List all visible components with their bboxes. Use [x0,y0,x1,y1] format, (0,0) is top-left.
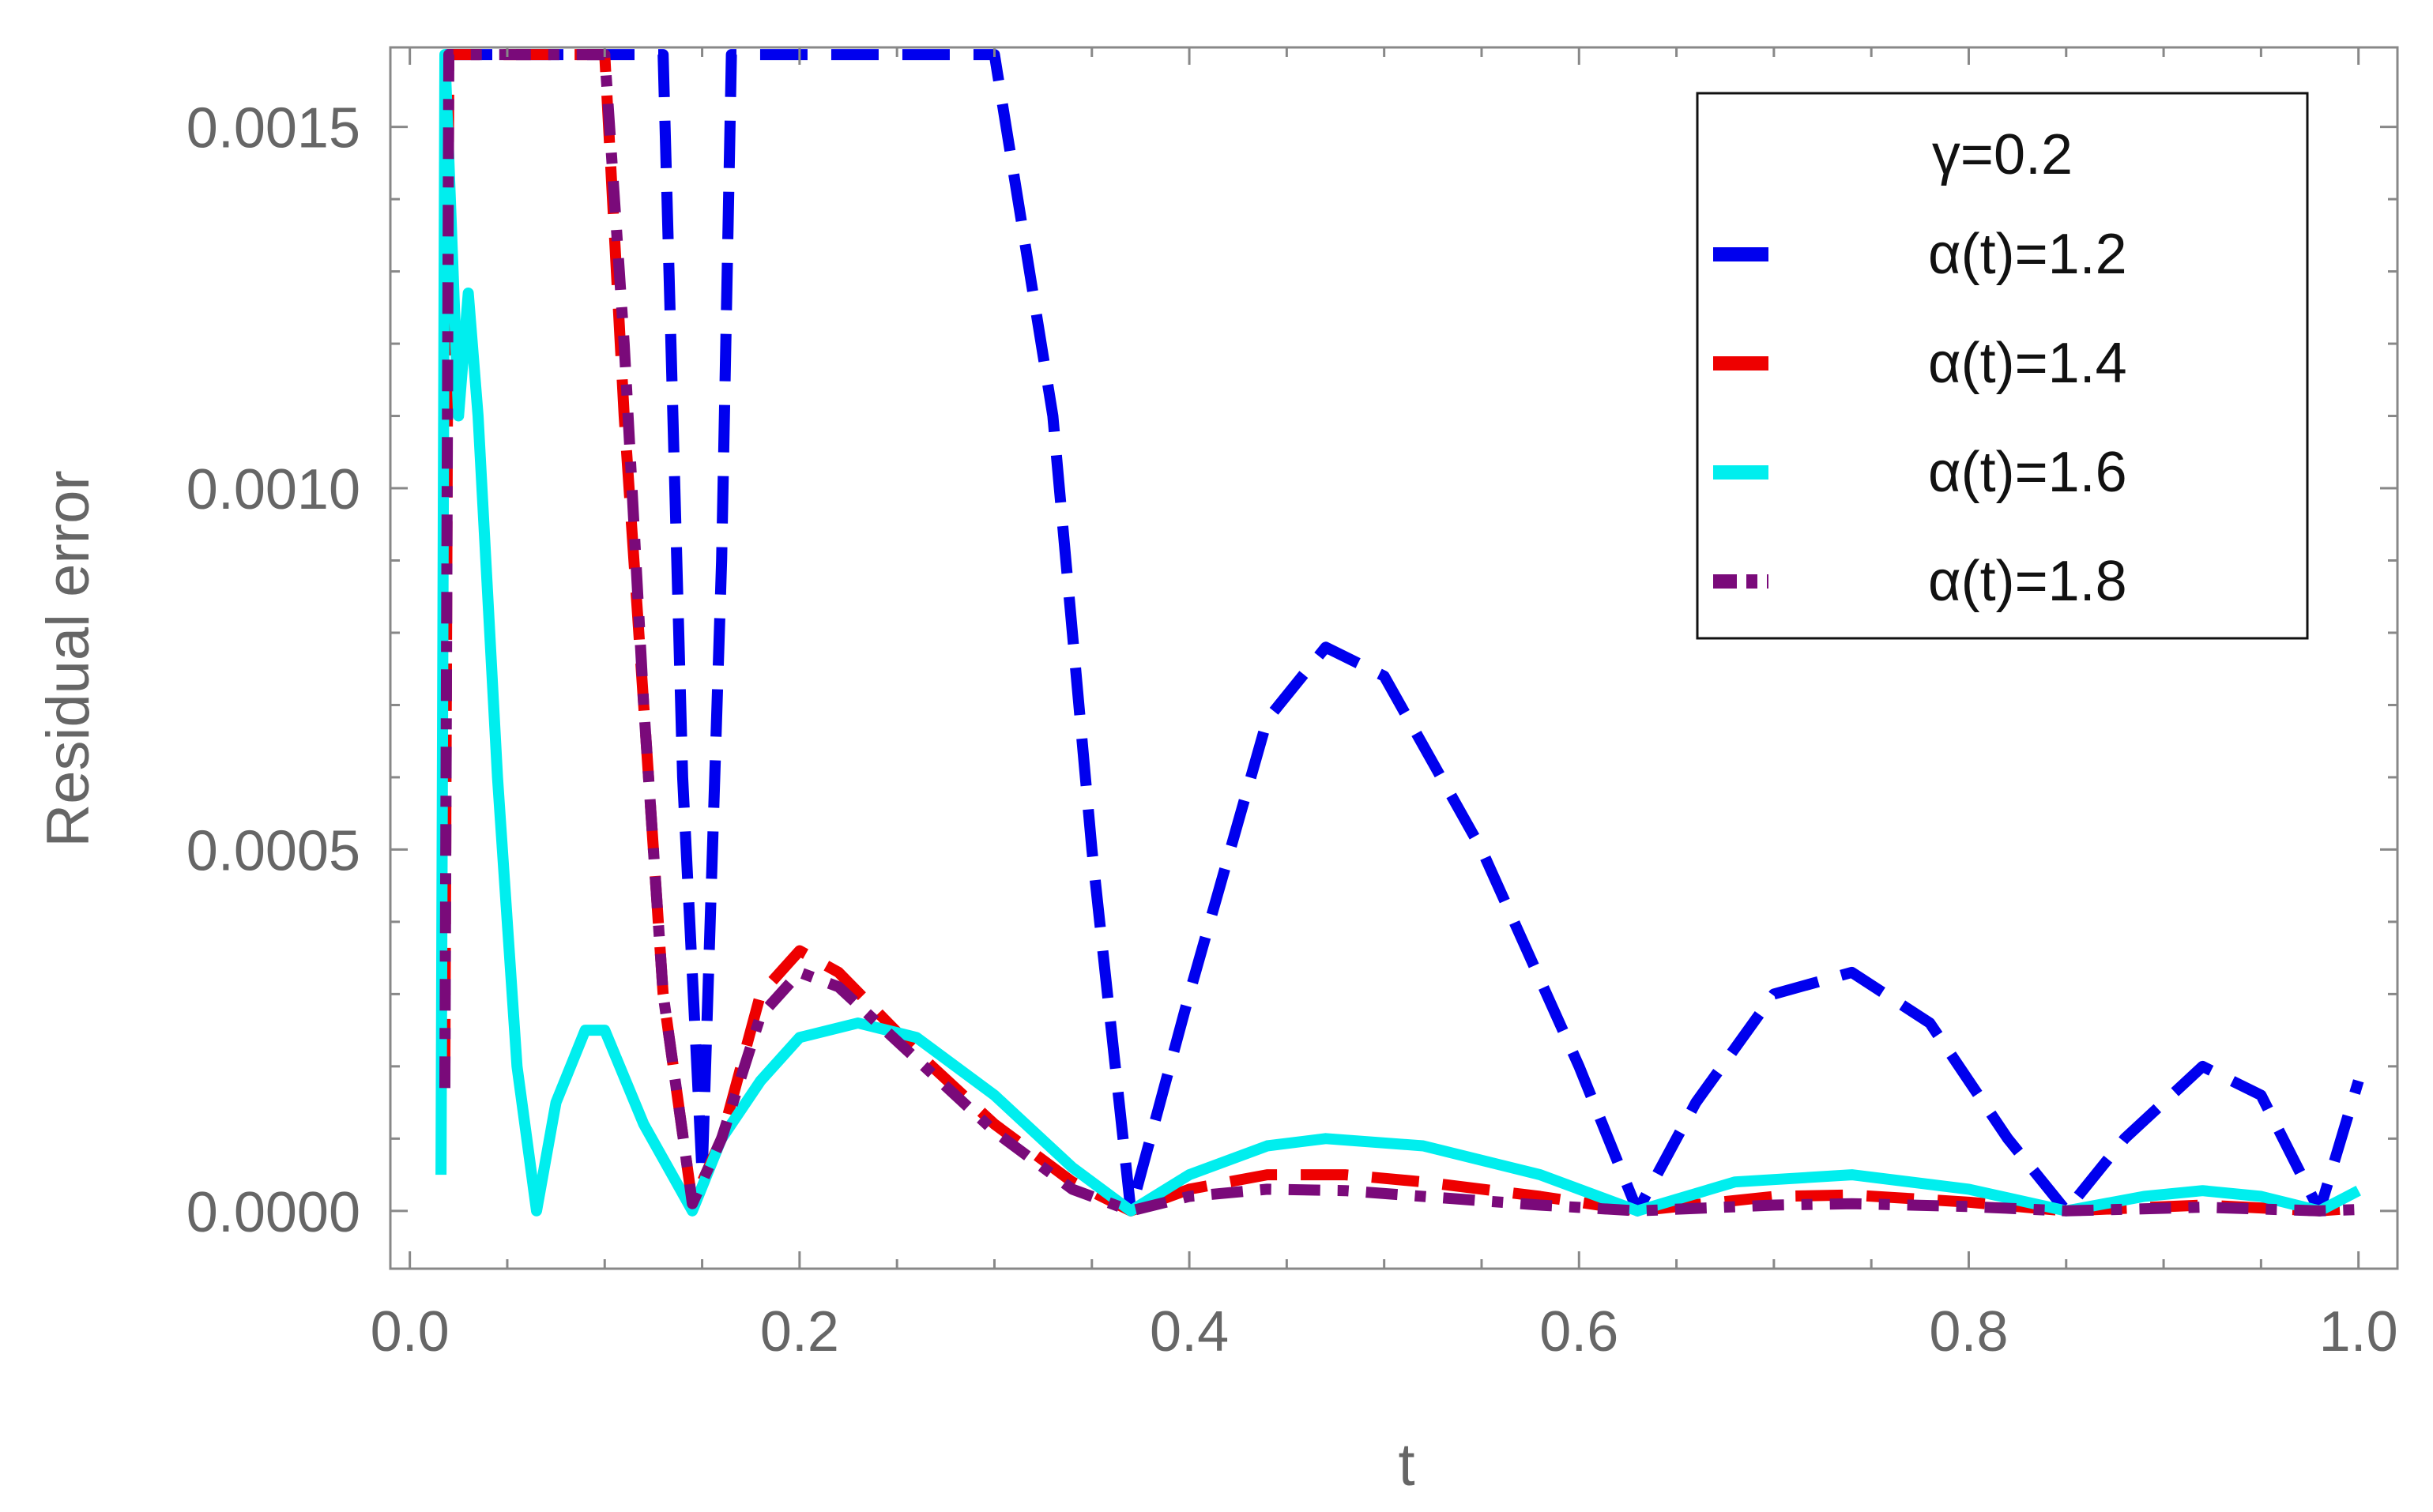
series-line-4 [439,49,2359,1217]
x-tick-label: 0.6 [1539,1300,1618,1363]
x-tick-label: 0.8 [1929,1300,2008,1363]
y-tick-label: 0.0015 [186,97,360,160]
plot-frame [389,46,2399,1270]
y-tick-labels: 0.0000 0.0005 0.0010 0.0015 [186,97,360,1244]
x-axis-title: t [1398,1431,1414,1499]
series-line-3 [435,49,2361,1217]
x-tick-label: 0.2 [760,1300,839,1363]
series-line-1 [445,49,2364,1217]
legend-label-2: α(t)=1.4 [1928,332,2127,395]
x-tick-label: 1.0 [2319,1300,2398,1363]
y-tick-label: 0.0010 [186,458,360,521]
y-axis-title: Residual error [35,470,102,847]
legend: γ=0.2 α(t)=1.2 α(t)=1.4 α(t)=1.6 α(t)=1.8 [1696,92,2309,640]
series-line-2 [439,49,2360,1217]
legend-label-4: α(t)=1.8 [1928,550,2127,613]
x-tick-labels: 0.0 0.2 0.4 0.6 0.8 1.0 [371,1300,2398,1363]
legend-label-3: α(t)=1.6 [1928,441,2127,504]
x-tick-label: 0.0 [371,1300,450,1363]
series-layer [435,49,2364,1217]
legend-label-1: α(t)=1.2 [1928,223,2127,286]
y-tick-label: 0.0000 [186,1181,360,1244]
tick-layer [390,47,2397,1269]
y-tick-label: 0.0005 [186,819,360,882]
x-tick-label: 0.4 [1150,1300,1229,1363]
legend-entries: α(t)=1.2 α(t)=1.4 α(t)=1.6 α(t)=1.8 [1713,223,2127,613]
legend-box [1696,92,2309,640]
legend-title: γ=0.2 [1932,123,2073,186]
